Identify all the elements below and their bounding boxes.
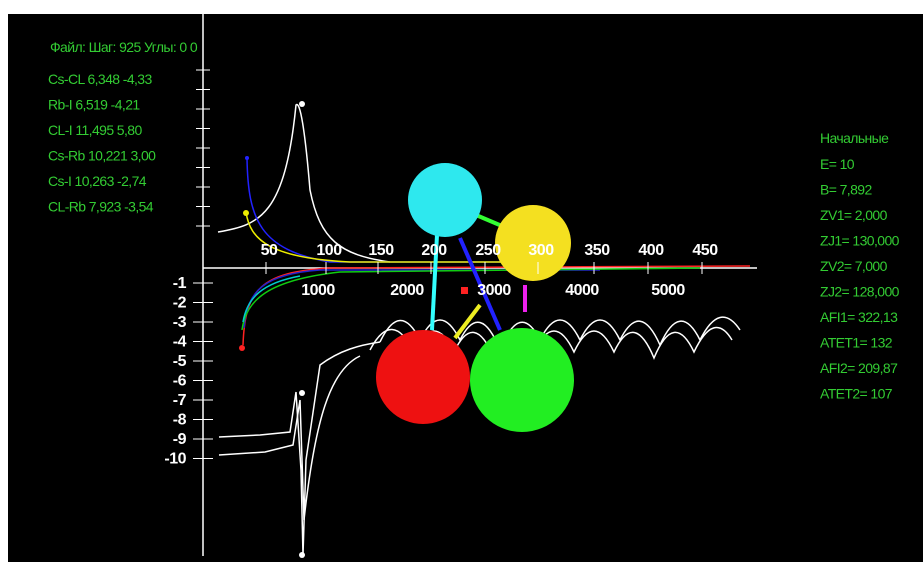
bottom-tick-label: 5000 [651,282,685,299]
params-title: Начальные [820,130,889,146]
left-tick-label: -10 [164,451,186,468]
top-tick-label: 400 [638,242,664,259]
pair-row: Rb-I 6,519 -4,21 [48,97,140,113]
top-tick-label: 100 [316,242,342,259]
param-row: AFI2= 209,87 [820,360,898,376]
bottom-tick-label: 4000 [565,282,599,299]
top-tick-label: 300 [528,242,554,259]
top-tick-label: 50 [261,242,278,259]
bottom-tick-label: 2000 [390,282,424,299]
top-tick-label: 150 [368,242,394,259]
pair-row: CL-I 11,495 5,80 [48,122,142,138]
left-tick-label: -8 [173,412,187,429]
left-tick-label: -2 [173,295,187,312]
pair-row: Cs-Rb 10,221 3,00 [48,148,156,164]
left-tick-label: -4 [173,334,187,351]
pair-row: Cs-I 10,263 -2,74 [48,173,147,189]
param-row: B= 7,892 [820,182,872,198]
param-row: ZV1= 2,000 [820,207,888,223]
param-row: ATET1= 132 [820,335,893,351]
pair-row: Cs-CL 6,348 -4,33 [48,71,152,87]
left-tick-label: -5 [173,353,187,370]
left-tick-label: -9 [173,431,187,448]
left-tick-label: -6 [173,373,187,390]
top-tick-label: 250 [475,242,501,259]
left-tick-label: -3 [173,314,187,331]
left-tick-label: -1 [173,275,187,292]
bottom-tick-label: 3000 [477,282,511,299]
param-row: ZJ2= 128,000 [820,284,900,300]
pair-row: CL-Rb 7,923 -3,54 [48,199,154,215]
param-row: ATET2= 107 [820,386,893,402]
top-tick-label: 200 [421,242,447,259]
left-tick-label: -7 [173,392,187,409]
top-tick-label: 450 [692,242,718,259]
param-row: AFI1= 322,13 [820,309,898,325]
bottom-tick-label: 1000 [301,282,335,299]
param-row: E= 10 [820,156,855,172]
param-row: ZV2= 7,000 [820,258,888,274]
header-text: Файл: Шаг: 925 Углы: 0 0 [50,39,198,55]
top-tick-label: 350 [584,242,610,259]
app-window: Файл: Шаг: 925 Углы: 0 0 Cs-CL 6,348 -4,3… [0,0,923,562]
param-row: ZJ1= 130,000 [820,233,900,249]
